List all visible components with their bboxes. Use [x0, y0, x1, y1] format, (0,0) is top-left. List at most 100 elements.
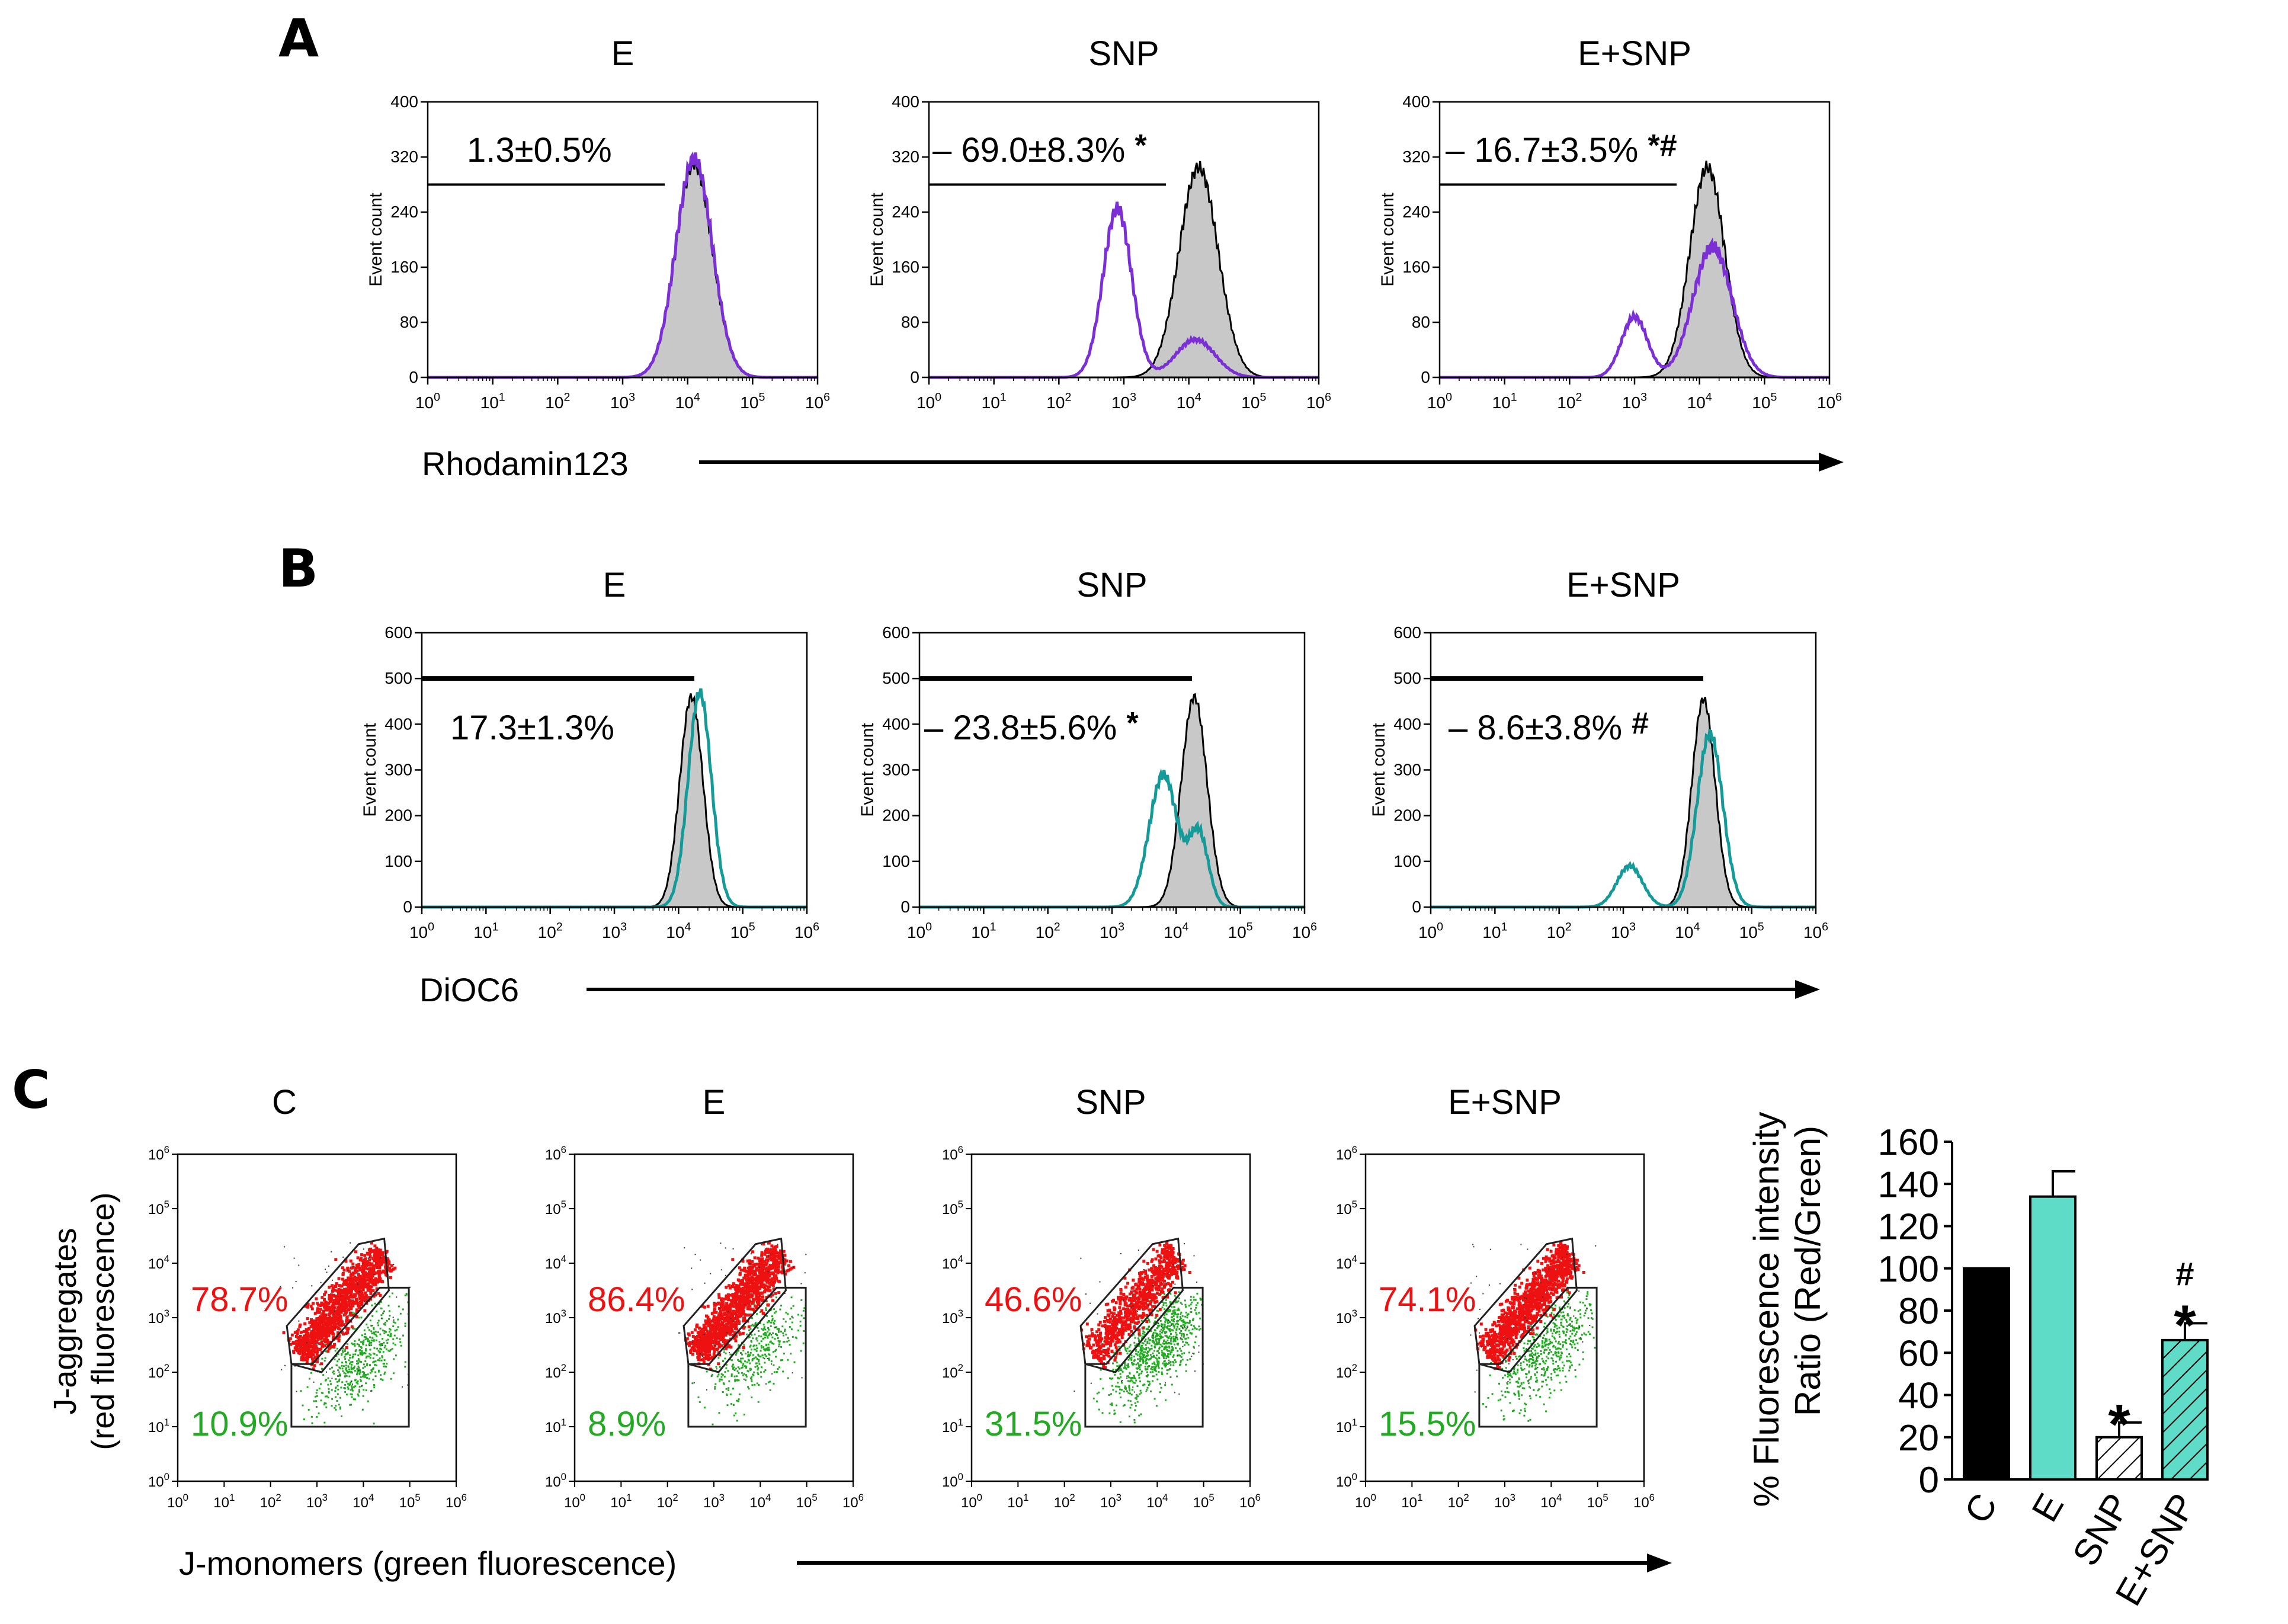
x-tick-label: 105	[1228, 920, 1253, 941]
x-tick-label: 100	[409, 920, 434, 941]
red-events	[1474, 1241, 1585, 1370]
y-tick-label: 100	[942, 1471, 963, 1490]
y-tick-label: 106	[148, 1144, 169, 1163]
y-tick-label: 60	[1898, 1333, 1939, 1374]
x-tick-label: 102	[260, 1492, 281, 1511]
y-tick-label: 500	[384, 669, 412, 687]
y-tick-label: 101	[545, 1417, 566, 1436]
scatter-title: E+SNP	[1448, 1083, 1562, 1122]
x-tick-label: 100	[907, 920, 932, 941]
y-axis-label: Event count	[1369, 723, 1389, 817]
x-tick-label: 101	[213, 1492, 235, 1511]
x-tick-label: 105	[1241, 390, 1266, 412]
histogram-title: SNP	[1076, 566, 1147, 604]
red-gate	[1473, 1237, 1578, 1373]
x-axis-marker-label: DiOC6	[419, 971, 519, 1008]
x-tick-label: 104	[1177, 390, 1201, 412]
green-percent: 31.5%	[985, 1405, 1082, 1443]
x-tick-label: 100	[1355, 1492, 1376, 1511]
x-tick-label: 105	[740, 390, 765, 412]
x-tick-label: 103	[1100, 920, 1124, 941]
red-percent: 74.1%	[1379, 1280, 1476, 1319]
percent-annotation: – 69.0±8.3% *	[932, 129, 1147, 169]
y-tick-label: 400	[882, 715, 910, 733]
y-axis-label: Event count	[1378, 193, 1398, 287]
y-tick-label: 0	[409, 368, 418, 386]
y-tick-label: 240	[1402, 203, 1430, 221]
y-tick-label: 105	[942, 1199, 963, 1218]
y-tick-label: 104	[1336, 1253, 1357, 1272]
y-tick-label: 400	[1393, 715, 1421, 733]
red-gate	[286, 1237, 390, 1373]
percent-annotation: – 23.8±5.6% *	[924, 706, 1139, 747]
x-tick-label: 102	[657, 1492, 678, 1511]
treated-histogram-line	[929, 201, 1319, 379]
significance-star: *	[2108, 1393, 2130, 1456]
scatter-plot-2: 100 101 102 103 104 105 106 100 101 102 103 104 105 1…	[545, 1083, 864, 1511]
green-events	[691, 1292, 806, 1426]
x-axis-label: J-monomers (green fluorescence)	[179, 1545, 677, 1582]
panel-c-scatter-plots: 100 101 102 103 104 105 106 100 101 102 103 104 105 1…	[47, 1083, 1672, 1582]
y-tick-label: 320	[1402, 148, 1430, 166]
treated-histogram-line	[1440, 237, 1830, 379]
x-tick-label: 103	[1100, 1492, 1121, 1511]
y-tick-label: 105	[1336, 1199, 1357, 1218]
plot-frame	[918, 632, 1306, 908]
y-tick-label: 0	[901, 898, 910, 916]
y-tick-label: 102	[545, 1362, 566, 1381]
x-tick-label: 103	[610, 390, 635, 412]
x-tick-label: 106	[1239, 1492, 1261, 1511]
y-tick-label: 102	[1336, 1362, 1357, 1381]
red-percent: 86.4%	[588, 1280, 685, 1319]
x-tick-label: 105	[1752, 390, 1777, 412]
red-events	[282, 1241, 397, 1370]
x-tick-label: 100	[415, 390, 440, 412]
y-tick-label: 102	[148, 1362, 169, 1381]
x-tick-label: 106	[1803, 920, 1828, 941]
control-histogram	[1543, 161, 1791, 379]
axis-arrow-head	[1819, 453, 1844, 472]
y-tick-label: 300	[1393, 761, 1421, 779]
x-tick-label: 104	[1687, 390, 1712, 412]
histogram-a-2: 0 80 160 240 320 400 100 101 102 103 104 105 106 Even…	[867, 34, 1331, 412]
y-tick-label: 106	[545, 1144, 566, 1163]
y-tick-label: 106	[942, 1144, 963, 1163]
y-tick-label: 0	[1412, 898, 1421, 916]
x-tick-label: 103	[1622, 390, 1647, 412]
x-tick-label: 101	[982, 390, 1007, 412]
x-tick-label: 100	[1427, 390, 1452, 412]
scatter-title: E	[703, 1083, 726, 1122]
percent-annotation: – 16.7±3.5% *#	[1446, 129, 1677, 169]
y-tick-label: 101	[148, 1417, 169, 1436]
red-percent: 78.7%	[191, 1280, 288, 1319]
x-tick-label: 105	[1587, 1492, 1608, 1511]
x-tick-label: 106	[1306, 390, 1331, 412]
green-percent: 15.5%	[1379, 1405, 1476, 1443]
histogram-title: E+SNP	[1566, 566, 1680, 604]
bar-e	[2029, 1195, 2076, 1481]
y-tick-label: 104	[942, 1253, 963, 1272]
percent-annotation: 1.3±0.5%	[467, 131, 612, 169]
x-tick-label: 102	[1547, 920, 1572, 941]
histogram-b-3: 0 100 200 300 400 500 600 100 101 102 103 104 105 106…	[1369, 566, 1828, 941]
y-tick-label: 160	[1402, 258, 1430, 276]
panel-letter-a: A	[278, 8, 319, 69]
y-tick-label: 120	[1878, 1207, 1939, 1248]
y-tick-label: 300	[882, 761, 910, 779]
histogram-b-2: 0 100 200 300 400 500 600 100 101 102 103 104 105 106…	[858, 566, 1317, 941]
scatter-plot-1: 100 101 102 103 104 105 106 100 101 102 103 104 105 1…	[148, 1083, 467, 1511]
x-tick-label: 103	[602, 920, 627, 941]
red-gate	[682, 1237, 787, 1373]
y-tick-label: 160	[1878, 1122, 1939, 1163]
x-tick-label: 101	[1482, 920, 1507, 941]
y-tick-label: 0	[1421, 368, 1430, 386]
x-tick-label: 104	[1675, 920, 1700, 941]
y-tick-label: 80	[901, 313, 919, 331]
y-tick-label: 102	[942, 1362, 963, 1381]
x-tick-label: 105	[1193, 1492, 1215, 1511]
y-tick-label: 200	[882, 806, 910, 825]
red-percent: 46.6%	[985, 1280, 1082, 1319]
histogram-title: E	[611, 34, 635, 73]
y-tick-label: 105	[148, 1199, 169, 1218]
